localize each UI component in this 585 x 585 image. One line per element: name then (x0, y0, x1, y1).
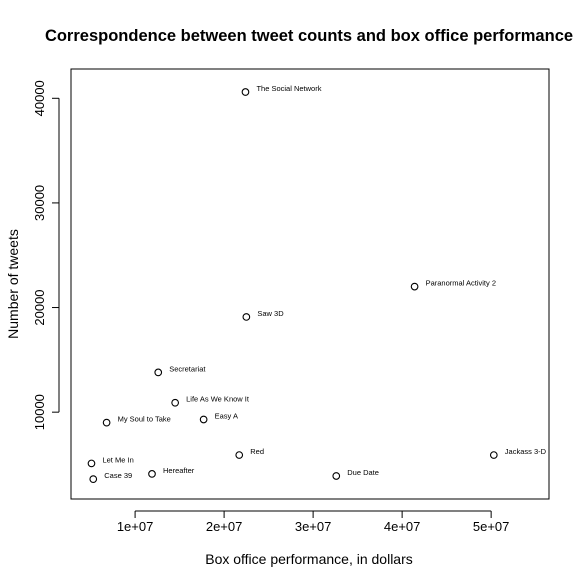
data-point (148, 470, 156, 478)
point-label: The Social Network (256, 84, 321, 93)
point-label: Let Me In (102, 455, 133, 464)
point-label: Easy A (215, 411, 238, 420)
point-label: My Soul to Take (118, 415, 171, 424)
data-point (199, 415, 208, 424)
data-point (102, 418, 111, 427)
chart-title: Correspondence between tweet counts and … (45, 27, 573, 45)
point-label: Due Date (347, 468, 379, 477)
point-label: Jackass 3-D (505, 447, 547, 456)
data-point (489, 451, 498, 459)
y-tick-label: 10000 (32, 394, 47, 430)
y-tick-label: 40000 (32, 80, 47, 116)
point-label: Secretariat (169, 364, 206, 373)
x-axis: 1e+07 2e+07 3e+07 4e+07 5e+07 (117, 510, 510, 534)
x-tick-label: 3e+07 (295, 519, 332, 534)
x-axis-label: Box office performance, in dollars (205, 551, 413, 567)
x-tick-label: 1e+07 (117, 519, 154, 534)
point-label: Hereafter (163, 466, 195, 475)
data-point (410, 282, 419, 291)
x-tick-label: 5e+07 (473, 519, 510, 534)
point-label: Red (250, 447, 264, 456)
data-point (154, 368, 163, 377)
data-point (171, 398, 179, 407)
point-label: Life As We Know It (186, 395, 250, 404)
y-tick-label: 30000 (32, 185, 47, 221)
x-tick-label: 4e+07 (384, 519, 421, 534)
point-label: Paranormal Activity 2 (426, 279, 496, 288)
y-axis-label: Number of tweets (5, 229, 21, 339)
data-point (242, 313, 251, 321)
y-axis: 10000 20000 30000 40000 (32, 80, 60, 430)
data-points (87, 88, 498, 483)
plot-frame (70, 68, 550, 500)
point-label: Saw 3D (257, 309, 284, 318)
data-point (332, 472, 341, 480)
x-tick-label: 2e+07 (206, 519, 243, 534)
data-point (89, 475, 98, 483)
point-labels: The Social Network Paranormal Activity 2 S… (102, 84, 546, 480)
data-point (241, 88, 250, 96)
y-tick-label: 20000 (32, 289, 47, 325)
data-point (87, 459, 96, 468)
data-point (235, 451, 244, 459)
point-label: Case 39 (104, 471, 132, 480)
